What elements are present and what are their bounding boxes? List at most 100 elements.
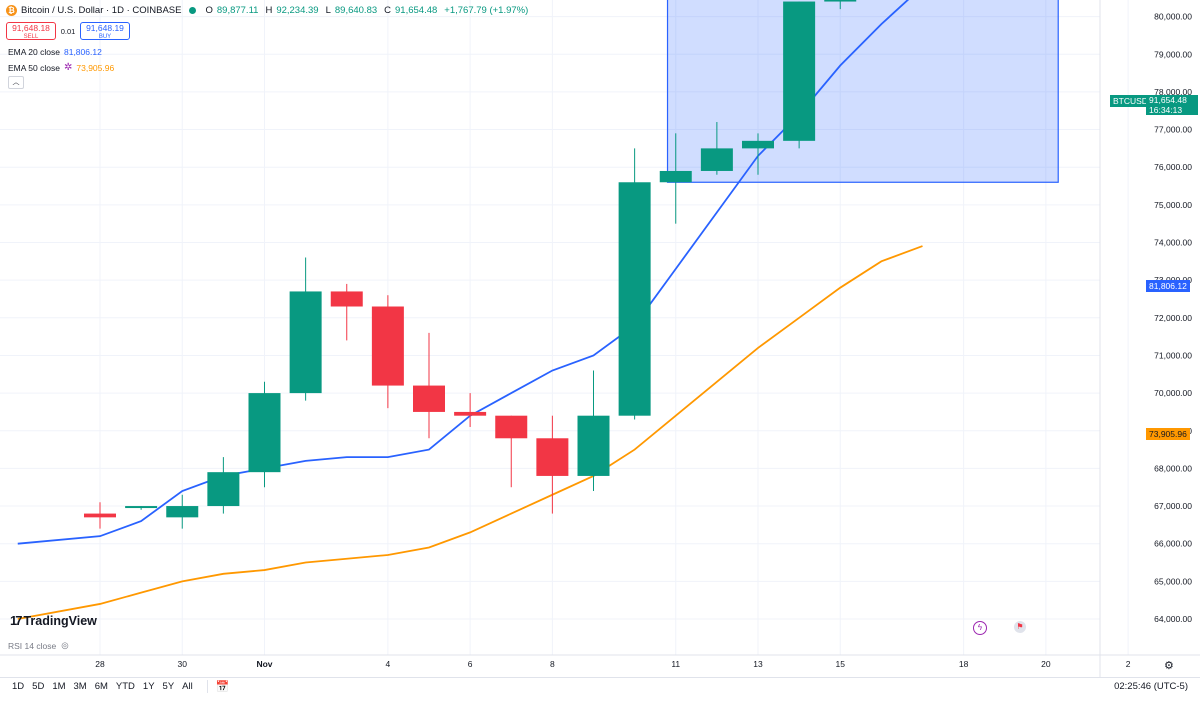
ohlc-high-label: H bbox=[265, 5, 273, 16]
time-tick-label: 28 bbox=[95, 659, 105, 669]
timeframe-selector: 1D 5D 1M 3M 6M YTD 1Y 5Y All 📅 bbox=[12, 680, 229, 693]
sell-button[interactable]: 91,648.18 SELL bbox=[6, 22, 56, 40]
candle bbox=[454, 393, 487, 427]
candle bbox=[824, 0, 857, 10]
price-tick-label: 80,000.00 bbox=[1154, 12, 1192, 22]
ohlc-change: +1,767.79 (+1.97%) bbox=[444, 5, 529, 16]
price-tick-label: 79,000.00 bbox=[1154, 49, 1192, 59]
candle bbox=[166, 494, 199, 529]
candle bbox=[783, 1, 816, 149]
indicator-ema20[interactable]: EMA 20 close 81,806.12 bbox=[8, 47, 102, 57]
candle bbox=[536, 415, 569, 514]
tradingview-mark-icon: 17 bbox=[10, 613, 23, 628]
candle-body bbox=[536, 438, 569, 476]
ema50-axis-tag: 73,905.96 bbox=[1146, 428, 1190, 440]
candle-body bbox=[700, 148, 733, 171]
tradingview-logo[interactable]: 17 TradingView bbox=[10, 613, 97, 628]
loading-icon: ✲ bbox=[63, 62, 73, 73]
ohlc-close-label: C bbox=[384, 5, 392, 16]
ema50-line bbox=[17, 245, 923, 620]
candle bbox=[248, 381, 281, 488]
price-tick-label: 78,000.00 bbox=[1154, 87, 1192, 97]
ema20-name: EMA 20 close bbox=[8, 47, 60, 57]
candle-body bbox=[783, 1, 816, 141]
candle bbox=[618, 148, 651, 420]
price-tick-label: 65,000.00 bbox=[1154, 576, 1192, 586]
ema50-value: 73,905.96 bbox=[76, 62, 115, 73]
candle-body bbox=[659, 170, 692, 183]
price-tick-label: 76,000.00 bbox=[1154, 162, 1192, 172]
tf-5d[interactable]: 5D bbox=[32, 681, 45, 692]
time-tick-label: 8 bbox=[550, 659, 555, 669]
candles bbox=[84, 0, 857, 529]
candle bbox=[330, 283, 363, 341]
tf-1m[interactable]: 1M bbox=[52, 681, 66, 692]
price-tick-label: 72,000.00 bbox=[1154, 313, 1192, 323]
candle-body bbox=[824, 0, 857, 2]
tf-all[interactable]: All bbox=[182, 681, 193, 692]
logo-text: TradingView bbox=[23, 613, 97, 628]
time-tick-label: 30 bbox=[178, 659, 188, 669]
tf-ytd[interactable]: YTD bbox=[115, 681, 135, 692]
grid bbox=[0, 0, 1129, 655]
buy-label: BUY bbox=[98, 34, 112, 40]
candle-body bbox=[618, 182, 651, 416]
time-tick-label: 6 bbox=[468, 659, 473, 669]
time-tick-label: 18 bbox=[959, 659, 969, 669]
lightning-icon[interactable]: ϟ bbox=[973, 621, 987, 635]
ohlc-open-value: 89,877.11 bbox=[216, 5, 259, 16]
ema20-value: 81,806.12 bbox=[63, 47, 102, 57]
candle bbox=[371, 295, 404, 409]
candle bbox=[413, 332, 445, 439]
bitcoin-icon: ₿ bbox=[6, 5, 17, 16]
settings-gear-icon[interactable]: ⚙ bbox=[1164, 660, 1174, 672]
candle-body bbox=[371, 306, 404, 386]
bottom-toolbar bbox=[0, 677, 1200, 702]
time-tick-label: 4 bbox=[386, 659, 391, 669]
indicator-ema50[interactable]: EMA 50 close ✲ 73,905.96 bbox=[8, 62, 114, 73]
tf-3m[interactable]: 3M bbox=[73, 681, 87, 692]
price-tick-label: 67,000.00 bbox=[1154, 501, 1192, 511]
price-tick-label: 77,000.00 bbox=[1154, 125, 1192, 135]
ohlc-open-label: O bbox=[205, 5, 213, 16]
last-price-tag: 91,654.48 16:34:13 bbox=[1146, 95, 1198, 115]
price-tick-label: 75,000.00 bbox=[1154, 200, 1192, 210]
candle-body bbox=[207, 472, 240, 507]
time-tick-label: 13 bbox=[753, 659, 763, 669]
candle-body bbox=[125, 506, 158, 509]
symbol-title[interactable]: Bitcoin / U.S. Dollar · 1D · COINBASE bbox=[21, 5, 182, 16]
candle bbox=[207, 457, 240, 514]
tf-1d[interactable]: 1D bbox=[12, 681, 25, 692]
candle-body bbox=[454, 411, 487, 416]
ohlc-high-value: 92,234.39 bbox=[276, 5, 319, 16]
us-flag-icon[interactable]: ⚑ bbox=[1014, 621, 1026, 633]
price-tick-label: 71,000.00 bbox=[1154, 350, 1192, 360]
candle-body bbox=[577, 415, 610, 476]
candle-body bbox=[495, 415, 528, 439]
sell-price: 91,648.18 bbox=[12, 23, 50, 33]
rsi-pane-label[interactable]: RSI 14 close ◎ bbox=[8, 640, 69, 651]
buy-price: 91,648.19 bbox=[86, 23, 124, 33]
candle-body bbox=[248, 393, 281, 473]
time-tick-label: Nov bbox=[256, 659, 272, 669]
collapse-legend-button[interactable]: ︿ bbox=[8, 76, 24, 89]
time-axis: 28 30 Nov 4 6 8 11 13 15 18 20 2 bbox=[0, 654, 1200, 669]
symbol-tag: BTCUSD bbox=[1110, 95, 1151, 107]
time-tick-label: 11 bbox=[671, 659, 680, 669]
price-tick-label: 64,000.00 bbox=[1154, 614, 1192, 624]
ohlc-low-value: 89,640.83 bbox=[334, 5, 378, 16]
candle bbox=[84, 502, 116, 529]
sell-label: SELL bbox=[23, 34, 39, 40]
tf-5y[interactable]: 5Y bbox=[162, 681, 175, 692]
eye-icon[interactable]: ◎ bbox=[61, 640, 69, 650]
price-tick-label: 70,000.00 bbox=[1154, 388, 1192, 398]
calendar-range-icon[interactable]: 📅 bbox=[206, 680, 229, 693]
clock[interactable]: 02:25:46 (UTC-5) bbox=[1114, 681, 1188, 692]
tf-6m[interactable]: 6M bbox=[94, 681, 108, 692]
candle bbox=[577, 370, 610, 491]
buy-button[interactable]: 91,648.19 BUY bbox=[80, 22, 130, 40]
tf-1y[interactable]: 1Y bbox=[142, 681, 155, 692]
spread-value: 0.01 bbox=[60, 26, 76, 36]
time-tick-label: 2 bbox=[1126, 659, 1131, 669]
